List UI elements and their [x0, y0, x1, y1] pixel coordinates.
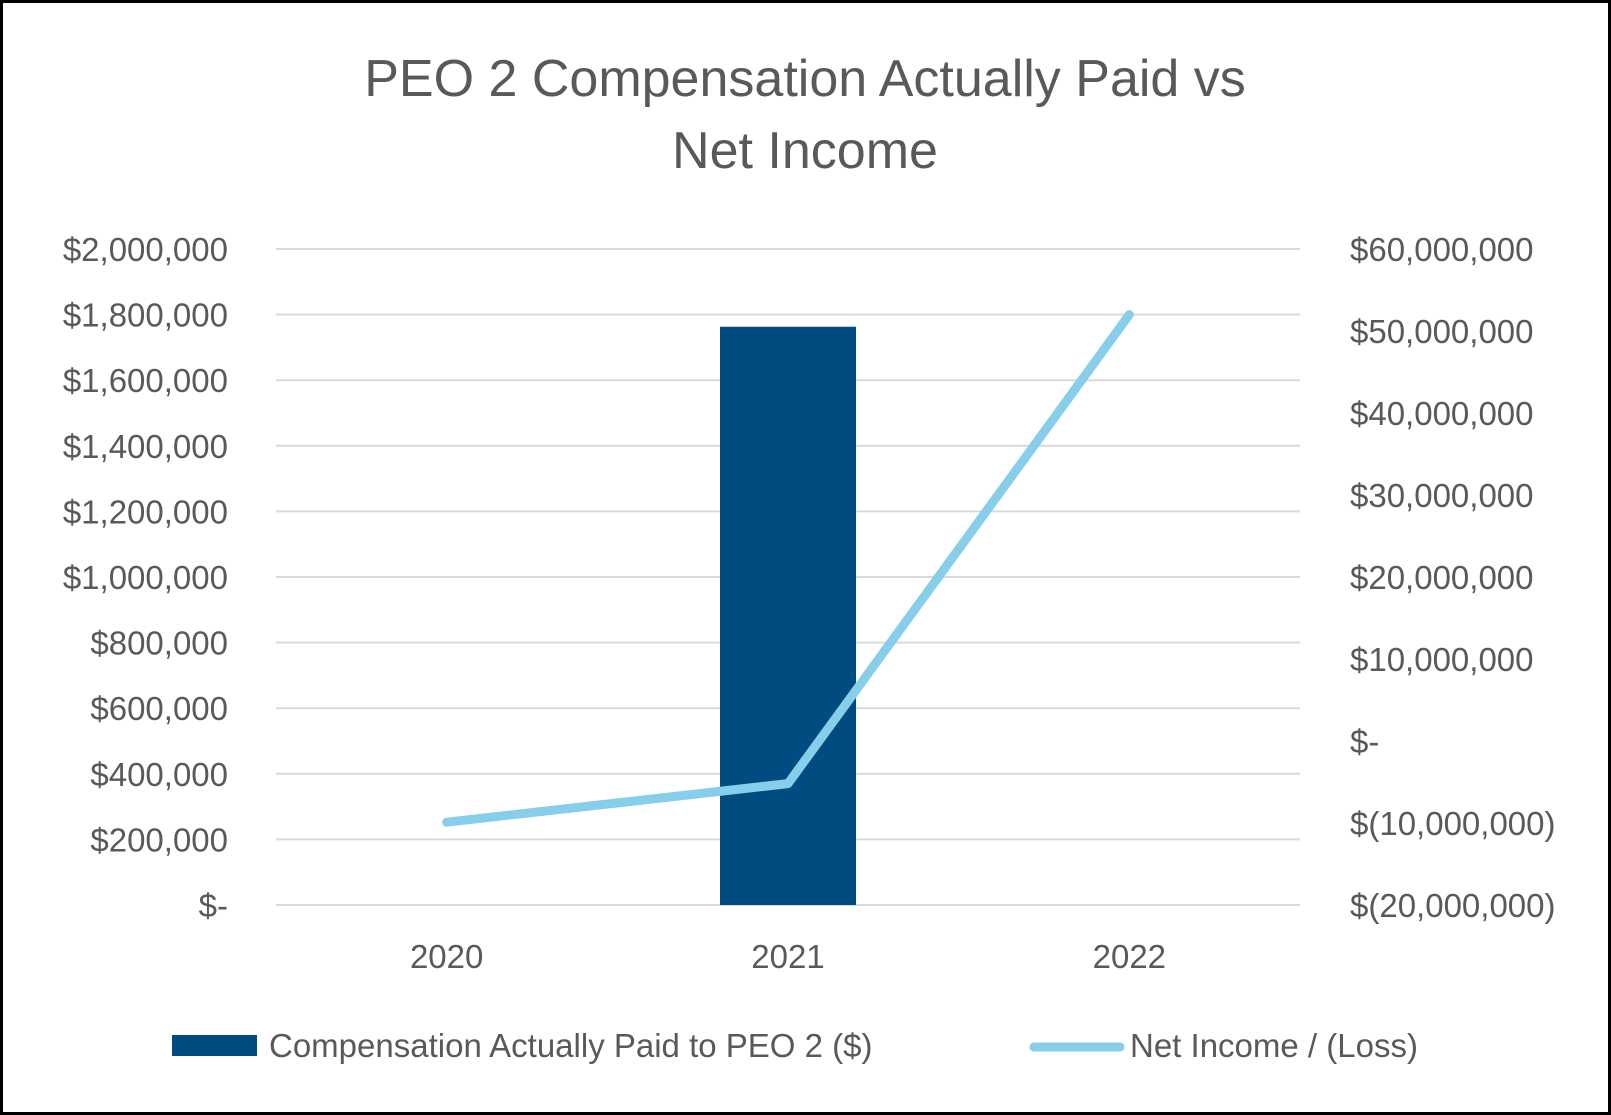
right-tick-label: $-: [1350, 723, 1379, 760]
left-tick-label: $1,400,000: [63, 428, 228, 465]
left-tick-label: $-: [199, 887, 228, 924]
right-tick-label: $(20,000,000): [1350, 887, 1556, 924]
left-tick-label: $200,000: [90, 821, 228, 858]
right-tick-label: $30,000,000: [1350, 477, 1534, 514]
bar-2021: [720, 326, 856, 906]
line-series: [442, 310, 1134, 827]
legend: Compensation Actually Paid to PEO 2 ($) …: [172, 1027, 1418, 1064]
left-tick-label: $400,000: [90, 756, 228, 793]
chart-title-line-2: Net Income: [672, 122, 938, 180]
bar-series: [720, 326, 856, 906]
x-tick-label: 2020: [410, 938, 483, 975]
legend-swatch-compensation: [172, 1035, 257, 1056]
right-tick-label: $10,000,000: [1350, 641, 1534, 678]
x-tick-label: 2022: [1093, 938, 1166, 975]
right-tick-label: $(10,000,000): [1350, 805, 1556, 842]
left-tick-label: $2,000,000: [63, 231, 228, 268]
right-axis-ticks: $(20,000,000) $(10,000,000) $- $10,000,000 $…: [1350, 231, 1556, 924]
right-tick-label: $40,000,000: [1350, 395, 1534, 432]
right-tick-label: $60,000,000: [1350, 231, 1534, 268]
right-tick-label: $50,000,000: [1350, 313, 1534, 350]
left-axis-ticks: $- $200,000 $400,000 $600,000 $800,000 $1,000…: [63, 231, 228, 924]
left-tick-label: $1,200,000: [63, 493, 228, 530]
x-tick-label: 2021: [751, 938, 824, 975]
left-tick-label: $1,000,000: [63, 559, 228, 596]
chart-title-line-1: PEO 2 Compensation Actually Paid vs: [364, 50, 1246, 108]
legend-label-compensation: Compensation Actually Paid to PEO 2 ($): [269, 1027, 872, 1064]
right-tick-label: $20,000,000: [1350, 559, 1534, 596]
left-tick-label: $1,800,000: [63, 297, 228, 334]
left-tick-label: $1,600,000: [63, 362, 228, 399]
x-axis-ticks: 2020 2021 2022: [410, 938, 1166, 975]
left-tick-label: $600,000: [90, 690, 228, 727]
left-tick-label: $800,000: [90, 625, 228, 662]
legend-label-net-income: Net Income / (Loss): [1130, 1027, 1418, 1064]
